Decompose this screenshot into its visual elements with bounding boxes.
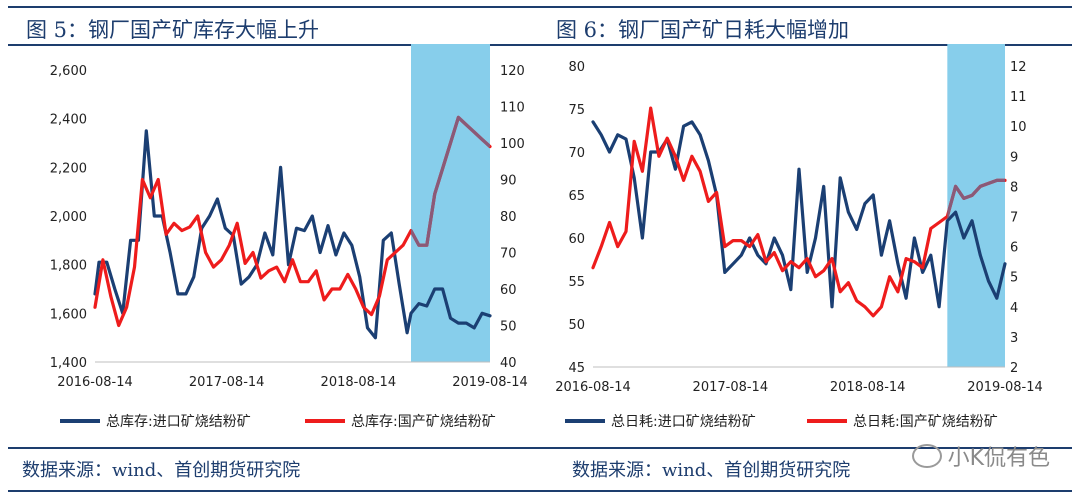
top-rule xyxy=(8,6,1072,8)
y-right-tick-label: 100 xyxy=(500,137,525,152)
y-left-tick-label: 2,000 xyxy=(50,210,87,225)
y-left-tick-label: 60 xyxy=(568,232,585,247)
x-tick-label: 2016-08-14 xyxy=(57,375,133,390)
chart-right: 8075706560555045121110987654322016-08-14… xyxy=(555,44,1043,430)
y-right-tick-label: 7 xyxy=(1010,211,1018,226)
y-left-tick-label: 70 xyxy=(568,146,585,161)
x-tick-label: 2018-08-14 xyxy=(830,380,906,395)
y-right-tick-label: 70 xyxy=(500,247,517,262)
chart-left: 2,600 2,400 2,200 2,000 1,800 1,600 1,400 120 11… xyxy=(50,44,528,430)
y-right-tick-label: 9 xyxy=(1010,150,1018,165)
x-tick-label: 2019-08-14 xyxy=(452,375,528,390)
y-left-tick-label: 1,800 xyxy=(50,259,87,274)
x-tick-label: 2016-08-14 xyxy=(555,380,631,395)
left-source-note: 数据来源：wind、首创期货研究院 xyxy=(22,460,301,481)
y-right-tick-label: 5 xyxy=(1010,271,1018,286)
legend-label-1: 总日耗:进口矿烧结粉矿 xyxy=(611,414,756,430)
title-rule xyxy=(8,44,1072,46)
chart-right-title: 图 6：钢厂国产矿日耗大幅增加 xyxy=(556,18,850,42)
x-tick-label: 2018-08-14 xyxy=(321,375,397,390)
y-right-tick-label: 12 xyxy=(1010,60,1027,75)
y-left-tick-label: 2,600 xyxy=(50,64,87,79)
y-left-tick-label: 55 xyxy=(568,275,585,290)
legend-label-2: 总库存:国产矿烧结粉矿 xyxy=(351,414,496,430)
wechat-icon xyxy=(911,444,942,468)
watermark: 小K侃有色 xyxy=(911,440,1050,472)
y-right-tick-label: 2 xyxy=(1010,361,1018,376)
legend-label-2: 总日耗:国产矿烧结粉矿 xyxy=(853,414,998,430)
series-line-2-highlight xyxy=(411,115,490,247)
x-tick-label: 2017-08-14 xyxy=(189,375,265,390)
right-source-note: 数据来源：wind、首创期货研究院 xyxy=(572,460,851,481)
y-right-tick-label: 11 xyxy=(1010,90,1027,105)
y-right-tick-label: 50 xyxy=(500,320,517,335)
y-left-tick-label: 80 xyxy=(568,60,585,75)
y-left-tick-label: 50 xyxy=(568,318,585,333)
y-right-tick-label: 90 xyxy=(500,174,517,189)
series-line-2 xyxy=(591,106,1007,318)
y-left-tick-label: 2,400 xyxy=(50,113,87,128)
series-line-1 xyxy=(93,129,492,340)
y-left-tick-label: 2,200 xyxy=(50,161,87,176)
y-right-tick-label: 80 xyxy=(500,210,517,225)
x-tick-label: 2019-08-14 xyxy=(967,380,1043,395)
y-right-tick-label: 120 xyxy=(500,64,525,79)
y-right-tick-label: 40 xyxy=(500,356,517,371)
y-right-tick-label: 6 xyxy=(1010,241,1018,256)
bottom-rule xyxy=(8,490,1072,492)
highlight-band xyxy=(411,44,490,362)
x-tick-label: 2017-08-14 xyxy=(693,380,769,395)
legend-label-1: 总库存:进口矿烧结粉矿 xyxy=(106,414,251,430)
highlight-band xyxy=(947,44,1005,367)
y-right-tick-label: 10 xyxy=(1010,120,1027,135)
y-right-tick-label: 60 xyxy=(500,283,517,298)
chart-left-title: 图 5：钢厂国产矿库存大幅上升 xyxy=(26,18,320,42)
y-left-tick-label: 1,400 xyxy=(50,356,87,371)
y-right-tick-label: 3 xyxy=(1010,331,1018,346)
y-left-tick-label: 1,600 xyxy=(50,307,87,322)
y-right-tick-label: 110 xyxy=(500,101,525,116)
y-left-tick-label: 75 xyxy=(568,103,585,118)
y-right-tick-label: 4 xyxy=(1010,301,1018,316)
watermark-text: 小K侃有色 xyxy=(947,446,1050,471)
series-line-1 xyxy=(591,120,1007,309)
source-rule xyxy=(8,447,1072,449)
y-left-tick-label: 65 xyxy=(568,189,585,204)
y-left-tick-label: 45 xyxy=(568,361,585,376)
y-right-tick-label: 8 xyxy=(1010,180,1018,195)
